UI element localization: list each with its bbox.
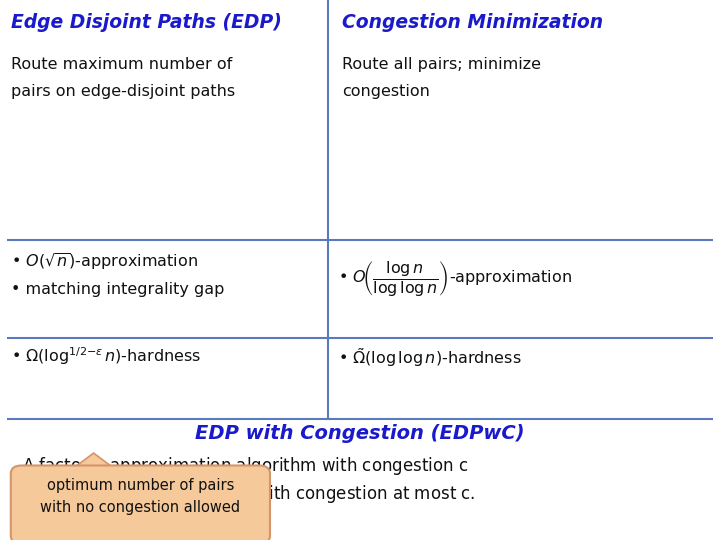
Text: Route maximum number of: Route maximum number of bbox=[11, 57, 232, 72]
Text: Congestion Minimization: Congestion Minimization bbox=[342, 14, 603, 32]
Polygon shape bbox=[66, 453, 121, 474]
Text: routes $\mathrm{OPT}/\alpha$ demand pairs with congestion at most c.: routes $\mathrm{OPT}/\alpha$ demand pair… bbox=[22, 483, 475, 505]
Text: • $\Omega(\log^{1/2-\epsilon} n)$-hardness: • $\Omega(\log^{1/2-\epsilon} n)$-hardne… bbox=[11, 346, 201, 367]
Text: A factor-$\alpha$ approximation algorithm with congestion c: A factor-$\alpha$ approximation algorith… bbox=[22, 455, 468, 477]
Text: optimum number of pairs
with no congestion allowed: optimum number of pairs with no congesti… bbox=[40, 478, 240, 515]
Text: Edge Disjoint Paths (EDP): Edge Disjoint Paths (EDP) bbox=[11, 14, 282, 32]
Text: • $\tilde{\Omega}(\log\log n)$-hardness: • $\tilde{\Omega}(\log\log n)$-hardness bbox=[338, 346, 522, 369]
Text: congestion: congestion bbox=[342, 84, 430, 99]
Text: pairs on edge-disjoint paths: pairs on edge-disjoint paths bbox=[11, 84, 235, 99]
Text: EDP with Congestion (EDPwC): EDP with Congestion (EDPwC) bbox=[195, 424, 525, 443]
Text: • $O\!\left(\dfrac{\log n}{\log\log n}\right)$-approximation: • $O\!\left(\dfrac{\log n}{\log\log n}\r… bbox=[338, 259, 572, 298]
FancyBboxPatch shape bbox=[11, 465, 270, 540]
Text: • $O(\sqrt{n})$-approximation: • $O(\sqrt{n})$-approximation bbox=[11, 251, 198, 272]
Text: • matching integrality gap: • matching integrality gap bbox=[11, 282, 224, 297]
Text: Route all pairs; minimize: Route all pairs; minimize bbox=[342, 57, 541, 72]
Polygon shape bbox=[66, 471, 121, 475]
